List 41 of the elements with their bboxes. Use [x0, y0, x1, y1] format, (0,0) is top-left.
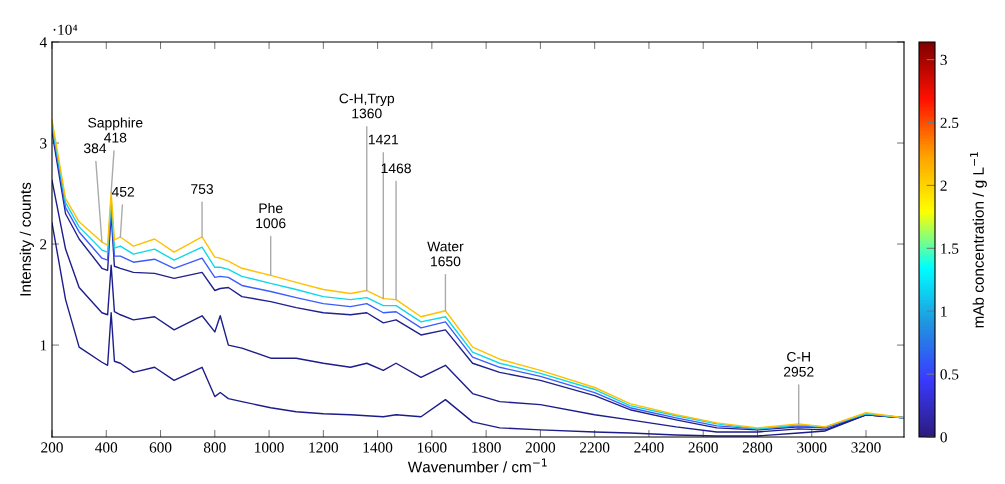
x-axis-title: Wavenumber / cm$^{−1}$: [407, 458, 547, 473]
color-bar-label: 2.5: [940, 117, 959, 129]
color-bar-label: 1: [941, 306, 947, 317]
x-tick-label: 2200: [580, 442, 610, 453]
x-tick-label: 600: [149, 442, 172, 453]
x-tick-label: 2000: [525, 442, 556, 453]
x-tick-label: 200: [41, 442, 63, 453]
annotation: Phe 1006: [256, 203, 286, 229]
y-tick-label: 2: [40, 239, 47, 250]
color-bar-label: 0: [940, 432, 947, 443]
annotation: Water 1650: [427, 241, 464, 267]
annotation: Sapphire 418: [88, 117, 143, 143]
y-tick-label: 3: [40, 138, 47, 149]
x-tick-label: 3000: [797, 442, 827, 453]
x-tick-label: 800: [203, 442, 226, 453]
annotation: C-H 2952: [783, 351, 814, 377]
color-bar-label: 3: [940, 54, 947, 66]
x-tick-label: 400: [95, 442, 118, 453]
x-tick-label: 1200: [309, 442, 339, 453]
annotation: 753: [191, 184, 214, 194]
annotation: C-H,Tryp 1360: [339, 93, 395, 119]
x-tick-label: 2400: [634, 442, 664, 453]
x-tick-label: 1800: [472, 442, 501, 453]
y-tick-label: 1: [40, 340, 47, 351]
color-bar-label: 2: [940, 180, 947, 191]
y-tick-label: 4: [39, 37, 47, 48]
x-tick-label: 2600: [688, 442, 718, 453]
text: ·10⁴: [53, 24, 78, 35]
annotation: 384: [83, 143, 107, 154]
color-bar-label: 0.5: [940, 369, 959, 380]
annotation: 1421: [368, 134, 399, 145]
annotation: 1468: [381, 163, 411, 174]
x-tick-label: 1600: [417, 442, 447, 453]
x-tick-label: 2800: [742, 442, 773, 453]
x-tick-label: 1400: [363, 442, 393, 453]
color-bar-label: 1.5: [941, 243, 959, 254]
x-tick-label: 1000: [255, 442, 284, 453]
y-axis-title: Intensity / counts: [19, 182, 34, 296]
color-bar-title: mAb concentration / g L$^{−1}$: [970, 152, 987, 328]
x-tick-label: 3200: [851, 442, 881, 453]
annotation: 452: [111, 186, 135, 197]
